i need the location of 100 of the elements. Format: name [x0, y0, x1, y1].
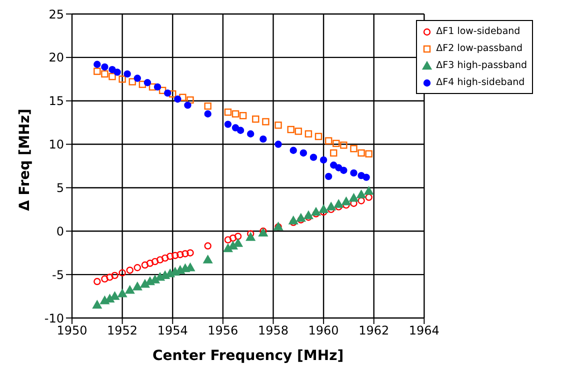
point [274, 140, 282, 148]
point [224, 236, 232, 244]
point [239, 112, 247, 120]
x-tick-label: 1964 [408, 324, 440, 338]
point [92, 300, 102, 309]
point [330, 149, 338, 157]
point [224, 120, 232, 128]
point [94, 68, 101, 75]
point [148, 83, 156, 91]
x-tick-label: 1962 [358, 324, 390, 338]
y-tick-label: -10 [44, 311, 64, 326]
point [108, 72, 116, 80]
point [118, 289, 127, 298]
point [320, 156, 328, 164]
point [126, 266, 134, 274]
point [186, 96, 194, 104]
y-tick-label: 10 [48, 138, 64, 152]
point [362, 174, 370, 181]
point [229, 234, 237, 242]
point [184, 102, 192, 109]
point [246, 232, 256, 241]
point [300, 149, 308, 157]
point [179, 94, 186, 101]
point [94, 60, 101, 68]
point [358, 197, 365, 204]
point [101, 275, 108, 283]
point [182, 250, 189, 258]
point [232, 110, 240, 118]
y-tick-label: 20 [48, 50, 64, 65]
point [151, 258, 159, 266]
legend-label: ΔF1 low-sideband [436, 25, 520, 39]
point [156, 256, 164, 264]
point [247, 130, 254, 138]
point [125, 286, 134, 294]
point [118, 76, 126, 83]
point [128, 78, 136, 86]
point [314, 132, 322, 140]
x-tick-label: 1952 [107, 324, 138, 338]
point [349, 194, 358, 202]
point [290, 146, 297, 154]
point [144, 79, 152, 86]
point [94, 278, 101, 286]
point [342, 197, 351, 206]
point [326, 202, 336, 210]
legend-label: ΔF2 low-passband [436, 42, 523, 56]
x-tick-label: 1954 [157, 324, 188, 338]
point [304, 210, 314, 220]
point [311, 207, 321, 216]
point [288, 216, 298, 224]
point [204, 110, 212, 118]
point [204, 242, 212, 250]
point [260, 135, 267, 143]
point [169, 90, 176, 98]
point [106, 274, 114, 281]
y-tick-label: 5 [56, 180, 64, 195]
point [172, 252, 179, 260]
point [252, 115, 260, 123]
y-tick-label: 0 [56, 224, 64, 238]
point [358, 149, 365, 157]
point [114, 68, 121, 76]
point [318, 204, 328, 214]
point [324, 137, 332, 144]
point [233, 238, 243, 247]
point [176, 250, 184, 258]
point [134, 74, 142, 82]
point [340, 142, 348, 149]
point [111, 272, 118, 280]
point [134, 264, 142, 272]
point [365, 194, 372, 201]
point [274, 122, 282, 129]
x-tick-label: 1960 [308, 324, 339, 338]
point [334, 200, 344, 208]
point [287, 126, 294, 134]
point [234, 232, 242, 240]
legend-label: ΔF3 high-passband [436, 59, 527, 73]
point [340, 166, 348, 174]
y-tick-label: -5 [52, 268, 64, 282]
point [296, 214, 306, 222]
point [101, 63, 108, 71]
point [203, 255, 212, 264]
point [161, 254, 169, 262]
point [247, 230, 254, 238]
point [118, 269, 126, 276]
point [236, 126, 244, 134]
point [350, 169, 358, 177]
point [164, 89, 172, 97]
y-tick-label: 15 [48, 94, 64, 108]
point [332, 140, 340, 148]
point [365, 150, 372, 158]
point [132, 282, 142, 290]
point [294, 128, 302, 135]
point [158, 86, 166, 94]
point [356, 190, 366, 198]
point [304, 130, 312, 138]
point [224, 108, 232, 116]
point [146, 260, 154, 267]
point [364, 186, 374, 195]
y-tick-label: 25 [48, 7, 64, 22]
point [262, 118, 270, 126]
point [166, 252, 174, 260]
